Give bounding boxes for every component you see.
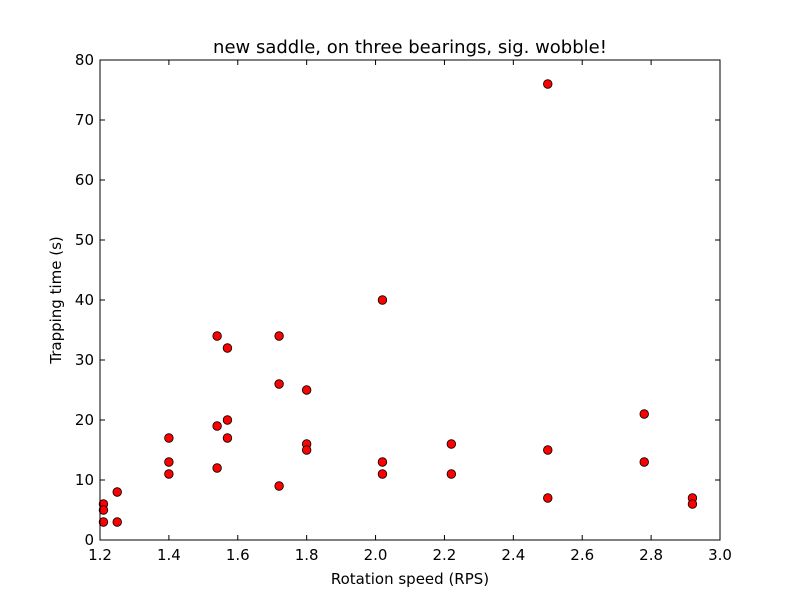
data-point xyxy=(212,463,222,473)
x-axis-label: Rotation speed (RPS) xyxy=(331,570,489,588)
x-tick-label: 2.4 xyxy=(501,546,525,564)
data-point xyxy=(164,433,174,443)
data-point xyxy=(112,487,122,497)
x-tick-label: 1.8 xyxy=(295,546,319,564)
plot-area-frame xyxy=(99,59,721,541)
data-point xyxy=(377,469,388,479)
data-point xyxy=(274,481,284,491)
y-tick-label: 20 xyxy=(75,411,94,429)
data-point xyxy=(274,331,284,341)
data-point xyxy=(377,295,388,305)
x-tick-label: 2.0 xyxy=(364,546,388,564)
data-point xyxy=(377,457,388,467)
y-tick-label: 10 xyxy=(75,471,94,489)
data-point xyxy=(98,505,109,515)
y-tick-label: 0 xyxy=(84,531,94,549)
data-point xyxy=(301,385,312,395)
axis-ticks: 1.2 1.4 1.6 1.8 2.0 2.2 2.4 2.6 2.8 3.0 0 10 20 30 40 5… xyxy=(75,51,732,564)
data-point xyxy=(543,445,553,455)
x-tick-label: 3.0 xyxy=(708,546,732,564)
data-point xyxy=(164,469,174,479)
data-point xyxy=(543,79,553,89)
data-point xyxy=(112,517,122,527)
x-tick-label: 2.2 xyxy=(433,546,457,564)
data-point xyxy=(446,469,457,479)
data-point xyxy=(212,331,222,341)
data-point xyxy=(446,439,457,449)
y-tick-label: 60 xyxy=(75,171,94,189)
data-point xyxy=(687,499,698,509)
y-tick-label: 50 xyxy=(75,231,94,249)
y-tick-label: 40 xyxy=(75,291,94,309)
data-point xyxy=(274,379,284,389)
data-point xyxy=(98,517,109,527)
data-point xyxy=(639,409,649,419)
chart-title: new saddle, on three bearings, sig. wobb… xyxy=(213,37,607,58)
data-points xyxy=(98,79,698,527)
y-tick-label: 80 xyxy=(75,51,94,69)
data-point xyxy=(639,457,649,467)
data-point xyxy=(301,445,312,455)
x-tick-label: 1.2 xyxy=(88,546,112,564)
x-tick-label: 2.6 xyxy=(570,546,594,564)
x-tick-label: 2.8 xyxy=(639,546,663,564)
data-point xyxy=(222,343,233,353)
y-tick-label: 30 xyxy=(75,351,94,369)
y-axis-label: Trapping time (s) xyxy=(47,236,65,365)
data-point xyxy=(222,415,233,425)
x-tick-label: 1.6 xyxy=(226,546,250,564)
y-tick-label: 70 xyxy=(75,111,94,129)
data-point xyxy=(212,421,222,431)
data-point xyxy=(543,493,553,503)
x-tick-label: 1.4 xyxy=(157,546,181,564)
data-point xyxy=(164,457,174,467)
data-point xyxy=(222,433,233,443)
